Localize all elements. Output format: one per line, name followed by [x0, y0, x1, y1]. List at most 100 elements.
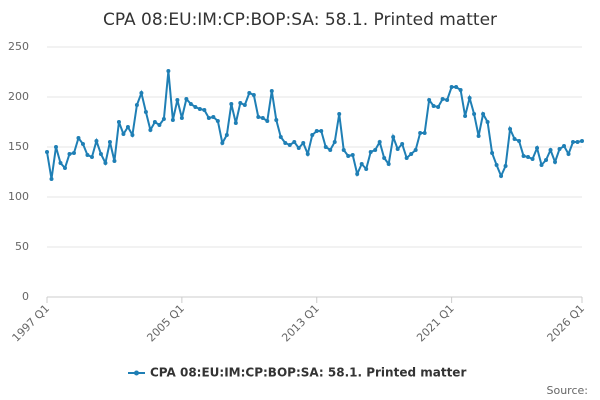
point: [323, 145, 328, 149]
point: [566, 152, 571, 156]
point: [112, 159, 117, 163]
point: [440, 97, 445, 101]
point: [431, 104, 436, 108]
point: [211, 115, 216, 119]
point: [188, 102, 193, 106]
point: [224, 133, 229, 137]
point: [359, 162, 364, 166]
point: [134, 103, 139, 107]
point: [355, 172, 360, 176]
y-tick-label: 250: [8, 40, 29, 53]
point: [80, 142, 85, 146]
point: [175, 98, 180, 102]
point: [535, 146, 540, 150]
point: [341, 148, 346, 152]
y-tick-label: 50: [15, 240, 29, 253]
point: [247, 91, 252, 95]
point: [373, 148, 378, 152]
point: [139, 91, 144, 95]
point: [445, 98, 450, 102]
point: [328, 148, 333, 152]
point: [481, 112, 486, 116]
point: [49, 177, 54, 181]
point: [121, 132, 126, 136]
point: [404, 156, 409, 160]
point: [517, 139, 522, 143]
point: [364, 167, 369, 171]
y-tick-label: 100: [8, 190, 29, 203]
y-tick-label: 200: [8, 90, 29, 103]
point: [193, 105, 198, 109]
point: [499, 174, 504, 178]
point: [67, 152, 72, 156]
point: [494, 163, 499, 167]
point: [395, 147, 400, 151]
point: [296, 146, 301, 150]
y-tick-label: 150: [8, 140, 29, 153]
point: [76, 136, 81, 140]
point: [472, 112, 477, 116]
point: [170, 118, 175, 122]
point: [521, 154, 526, 158]
point: [89, 155, 94, 159]
point: [526, 155, 531, 159]
point: [45, 150, 49, 154]
point: [152, 120, 157, 124]
point: [409, 152, 414, 156]
point: [157, 123, 162, 127]
point: [467, 96, 472, 100]
point: [418, 131, 423, 135]
source: Source:: [547, 384, 589, 397]
point: [539, 163, 544, 167]
point: [94, 139, 99, 143]
point: [260, 116, 265, 120]
point: [490, 151, 495, 155]
point: [98, 152, 103, 156]
point: [103, 161, 108, 165]
point: [116, 120, 121, 124]
point: [130, 133, 135, 137]
point: [71, 151, 76, 155]
x-tick-label: 2005 Q1: [144, 302, 187, 345]
point: [53, 145, 58, 149]
y-tick-label: 0: [22, 290, 29, 303]
chart-title: CPA 08:EU:IM:CP:BOP:SA: 58.1. Printed ma…: [103, 10, 497, 30]
x-tick-label: 2013 Q1: [279, 302, 322, 345]
point: [220, 141, 225, 145]
point: [508, 127, 513, 131]
point: [544, 158, 549, 162]
point: [463, 114, 468, 118]
x-tick-label: 2026 Q1: [545, 302, 588, 345]
point: [350, 153, 355, 157]
point: [391, 135, 396, 139]
point: [233, 121, 238, 125]
point: [251, 93, 256, 97]
point: [413, 148, 418, 152]
point: [161, 117, 166, 121]
point: [386, 162, 391, 166]
point: [62, 166, 67, 170]
point: [530, 157, 535, 161]
point: [557, 147, 562, 151]
point: [283, 141, 288, 145]
x-tick-label: 1997 Q1: [10, 302, 53, 345]
point: [454, 85, 459, 89]
point: [85, 153, 90, 157]
point: [292, 140, 297, 144]
point: [215, 119, 220, 123]
point: [310, 133, 315, 137]
point: [229, 102, 234, 106]
point: [562, 144, 567, 148]
point: [346, 154, 351, 158]
point: [571, 140, 576, 144]
point: [485, 120, 490, 124]
point: [382, 156, 387, 160]
point: [242, 103, 247, 107]
point: [148, 128, 153, 132]
point: [503, 164, 508, 168]
x-tick-label: 2021 Q1: [414, 302, 457, 345]
point: [274, 118, 279, 122]
point: [575, 140, 580, 144]
point: [458, 88, 463, 92]
point: [337, 112, 342, 116]
